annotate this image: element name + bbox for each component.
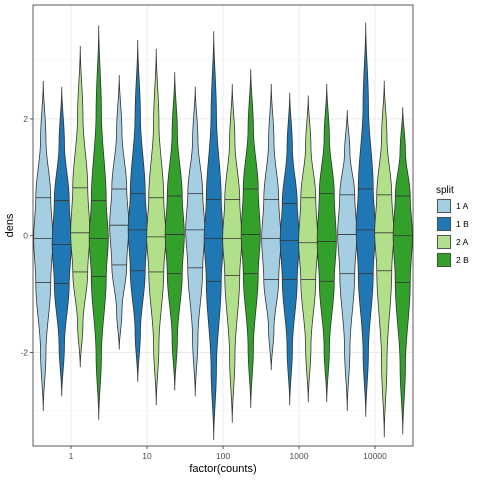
legend: split 1 A 1 B 2 A 2 B [435,185,469,269]
violin-100-1a [185,86,206,397]
violin-10000-2b [392,107,413,435]
violin-10-1a [109,75,130,350]
violin-shape [127,40,148,382]
x-tick-label: 1 [69,451,74,461]
x-axis-title: factor(counts) [189,463,256,475]
violin-1-1b [51,86,72,397]
x-tick-label: 100 [216,451,230,461]
legend-item: 1 A [435,197,469,215]
legend-swatch [437,253,451,267]
violin-shape [374,80,395,438]
violin-100-1b [203,31,224,441]
violin-shape [185,86,206,397]
violin-100-2b [240,69,261,409]
violin-shape [316,83,337,403]
violin-10000-1b [355,22,376,417]
x-tick-label: 10 [142,451,152,461]
violin-1-1a [33,80,54,411]
violin-shape [337,110,358,411]
legend-item: 2 A [435,233,469,251]
violin-1-2a [70,45,91,368]
violin-shape [261,83,282,371]
violin-shape [298,95,319,403]
y-axis: -2 0 2 [20,114,33,358]
violin-100-2a [222,83,243,423]
legend-title: split [436,185,454,196]
legend-label: 2 B [456,255,469,265]
y-tick-label: 2 [23,114,28,124]
legend-item: 1 B [435,215,469,233]
violin-10000-2a [374,80,395,438]
violin-10-2a [146,48,167,406]
violin-1000-1a [261,83,282,371]
x-tick-label: 10000 [363,451,387,461]
violin-shape [51,86,72,397]
x-axis: 1 10 100 1000 10000 [69,446,387,461]
legend-swatch [437,217,451,231]
violin-shape [355,22,376,417]
legend-swatch [437,235,451,249]
x-tick-label: 1000 [290,451,309,461]
violin-shape [222,83,243,423]
violin-10-1b [127,40,148,382]
violin-shape [203,31,224,441]
violin-10-2b [164,72,185,391]
legend-swatch [437,199,451,213]
legend-label: 1 A [456,201,469,211]
legend-label: 2 A [456,237,469,247]
violin-shape [279,92,300,406]
violins [33,22,413,441]
legend-item: 2 B [435,251,469,269]
violin-10000-1a [337,110,358,411]
violin-shape [109,75,130,350]
legend-label: 1 B [456,219,469,229]
y-tick-label: -2 [20,348,28,358]
violin-1000-1b [279,92,300,406]
violin-shape [33,80,54,411]
violin-1000-2b [316,83,337,403]
violin-shape [70,45,91,368]
y-axis-title: dens [4,213,16,237]
violin-shape [240,69,261,409]
violin-1-2b [88,25,109,420]
y-tick-label: 0 [23,231,28,241]
violin-shape [146,48,167,406]
violin-shape [88,25,109,420]
violin-shape [164,72,185,391]
violin-shape [392,107,413,435]
violin-1000-2a [298,95,319,403]
